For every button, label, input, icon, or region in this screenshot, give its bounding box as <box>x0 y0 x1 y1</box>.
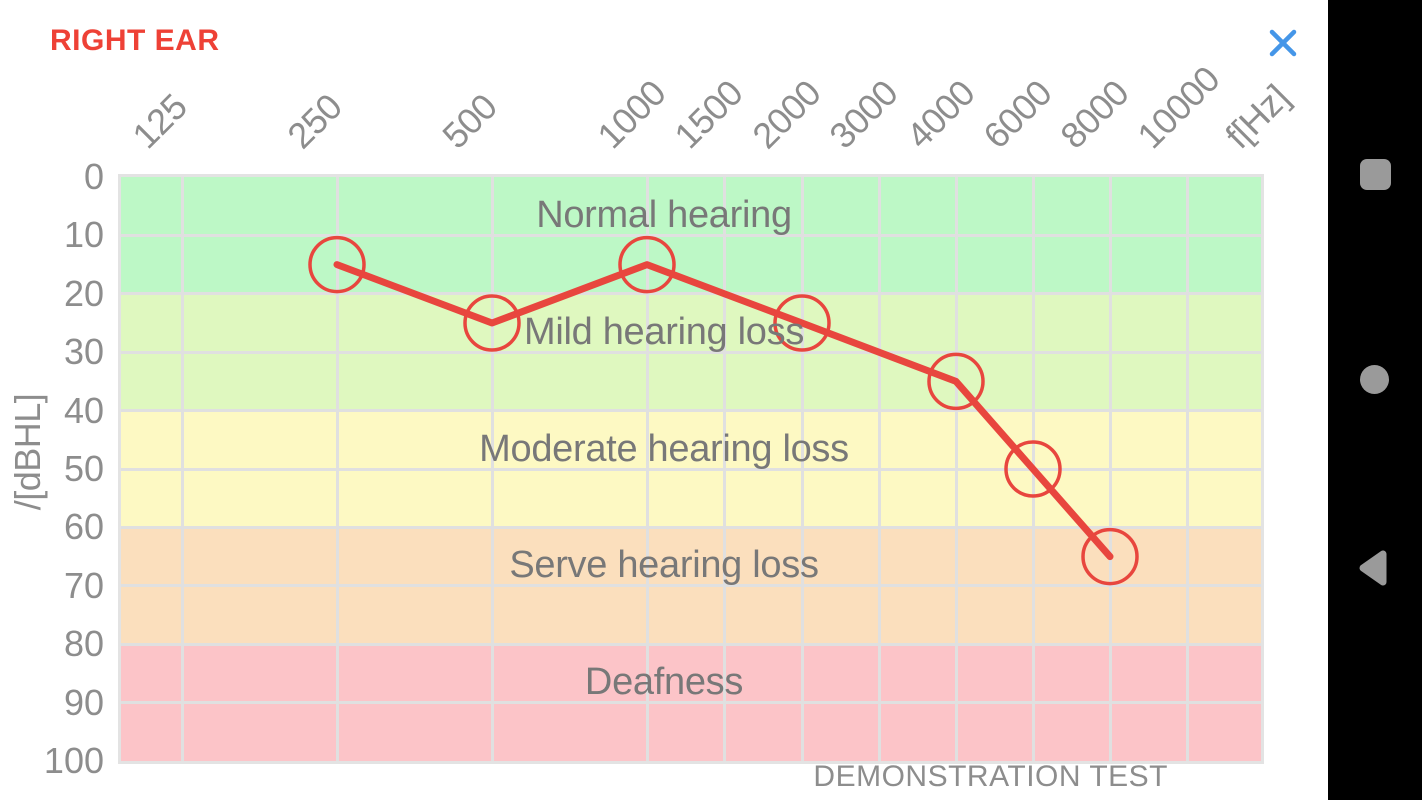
y-tick-label-20: 20 <box>63 272 104 314</box>
gridline-horizontal <box>121 525 1261 529</box>
page-title: RIGHT EAR <box>50 24 220 57</box>
zone-label-normal-hearing: Normal hearing <box>536 194 792 236</box>
gridline-horizontal <box>121 701 1261 705</box>
y-tick-label-100: 100 <box>43 740 104 781</box>
recents-icon[interactable] <box>1360 159 1391 190</box>
y-tick-label-10: 10 <box>63 214 104 256</box>
y-tick-label-40: 40 <box>63 389 104 431</box>
gridline-horizontal <box>121 642 1261 646</box>
zone-label-mild-hearing-loss: Mild hearing loss <box>523 310 805 353</box>
gridline-horizontal <box>121 409 1261 413</box>
audiogram-screen: RIGHT EAR /[dBHL] DEMONSTRATION TEST Nor… <box>7 22 1304 793</box>
home-icon[interactable] <box>1360 365 1389 394</box>
y-tick-label-60: 60 <box>63 506 104 548</box>
zone-label-moderate-hearing-loss: Moderate hearing loss <box>479 427 849 470</box>
y-tick-label-90: 90 <box>63 681 104 723</box>
y-tick-label-30: 30 <box>63 331 104 373</box>
y-tick-label-0: 0 <box>83 156 104 197</box>
android-navbar <box>1328 0 1422 800</box>
close-icon[interactable] <box>1262 22 1304 64</box>
gridline-horizontal <box>121 584 1261 588</box>
zone-label-deafness: Deafness <box>584 661 744 704</box>
back-icon[interactable] <box>1356 548 1390 588</box>
demonstration-test-note: DEMONSTRATION TEST <box>813 760 1168 793</box>
gridline-horizontal <box>121 233 1261 237</box>
gridline-horizontal <box>121 292 1261 296</box>
y-tick-label-80: 80 <box>63 623 104 665</box>
zone-label-serve-hearing-loss: Serve hearing loss <box>509 544 819 587</box>
y-tick-label-70: 70 <box>63 564 104 606</box>
y-tick-label-50: 50 <box>63 448 104 489</box>
